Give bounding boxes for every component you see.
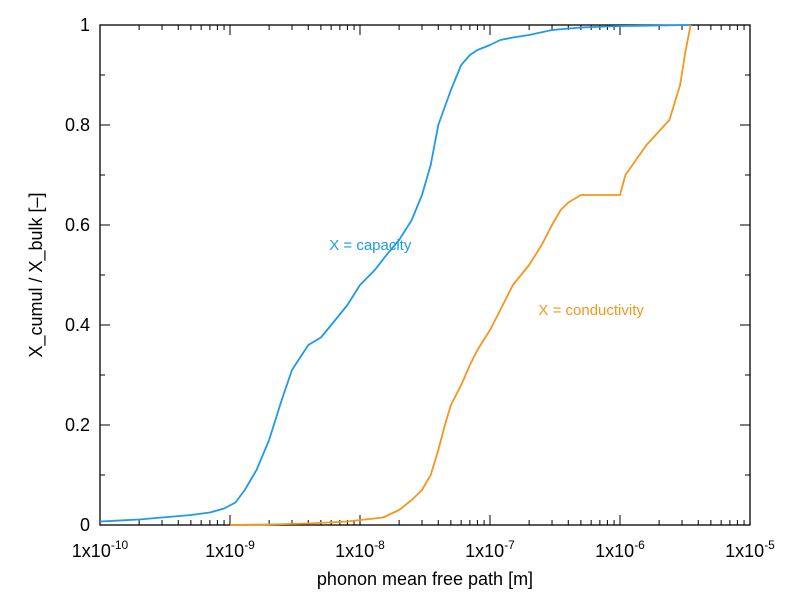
series-annotation: X = conductivity: [538, 302, 644, 319]
x-axis-title: phonon mean free path [m]: [317, 569, 533, 589]
y-tick-label: 0: [80, 515, 90, 535]
series-line-conductivity: [229, 24, 692, 526]
y-tick-label: 0.4: [65, 315, 90, 335]
x-tick-label: 1x10-7: [465, 538, 515, 561]
series-line-capacity: [99, 24, 691, 523]
ticks: [99, 24, 751, 526]
y-axis-title: X_cumul / X_bulk [–]: [26, 192, 47, 357]
y-tick-label: 0.6: [65, 215, 90, 235]
x-tick-label: 1x10-5: [725, 538, 775, 561]
x-tick-label: 1x10-9: [205, 538, 255, 561]
y-tick-label: 0.2: [65, 415, 90, 435]
plot-frame: [99, 24, 751, 526]
x-tick-label: 1x10-10: [72, 538, 129, 561]
tick-labels: 1x10-10 1x10-9 1x10-8 1x10-7 1x10-6 1x10-5 0 0.…: [65, 15, 775, 561]
series-group: [99, 24, 692, 526]
x-tick-label: 1x10-6: [595, 538, 645, 561]
x-tick-label: 1x10-8: [335, 538, 385, 561]
y-tick-label: 1: [80, 15, 90, 35]
series-annotation: X = capacity: [329, 237, 412, 254]
y-tick-label: 0.8: [65, 115, 90, 135]
